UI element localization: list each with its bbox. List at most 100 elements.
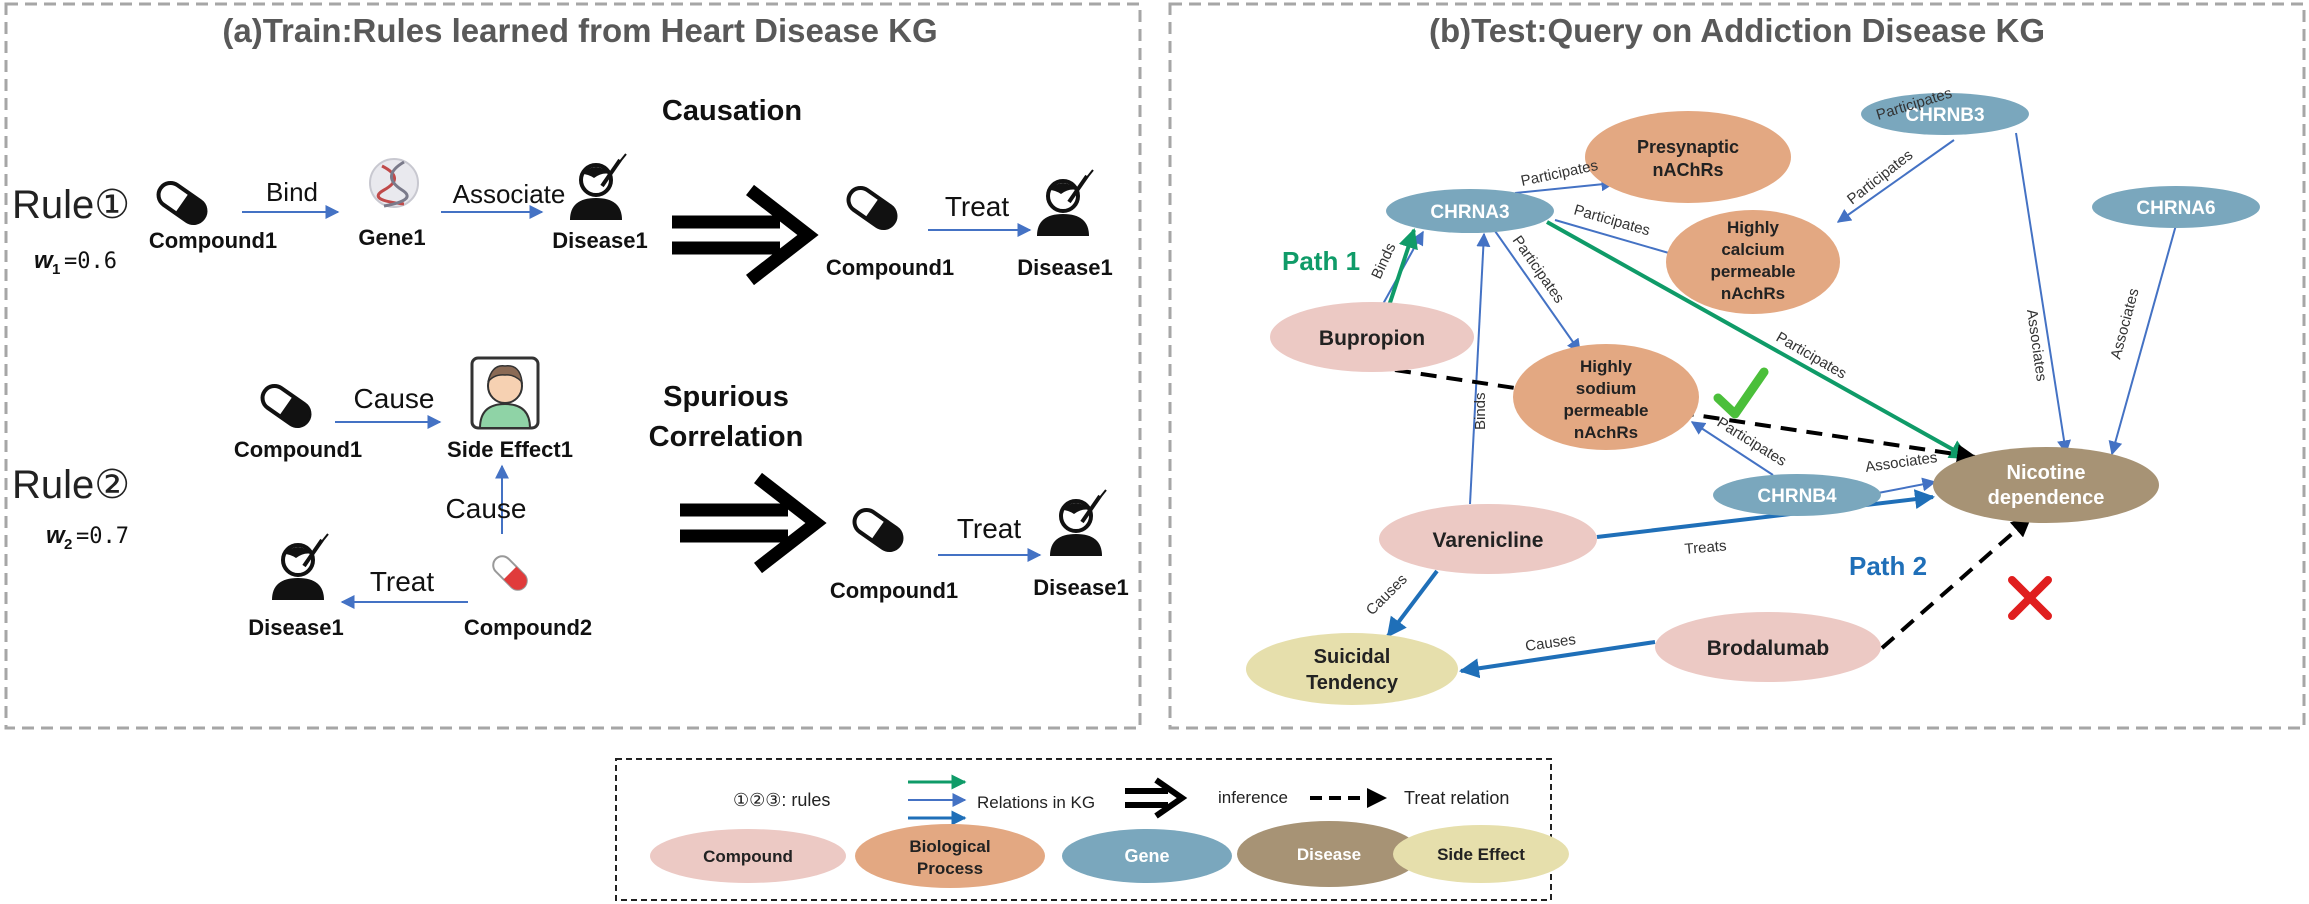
label-associates-chrna6: Associates [2107,287,2142,361]
edge-chrnb4-sodium [1690,421,1774,476]
edge-chrna3-sodium [1494,230,1581,354]
doctor-icon [270,532,330,602]
label-causes-brodalumab: Causes [1524,631,1577,655]
legend-border [615,758,1552,901]
r1-gene-label: Gene1 [358,225,425,250]
node-suicidal-line1: Suicidal [1314,646,1391,668]
panel-a-border [4,2,1142,730]
node-chrna3-label: CHRNA3 [1430,202,1509,223]
node-chrnb3: CHRNB3 [1861,93,2029,135]
label-associates-chrnb4: Associates [1864,449,1938,476]
node-presyn-line1: Presynaptic [1637,137,1739,157]
dna-icon [369,158,419,208]
legend-inference-arrow [1125,777,1188,819]
path2-label: Path 2 [1849,551,1927,581]
r1-treat-label: Treat [945,191,1010,222]
node-suicidal-tendency: Suicidal Tendency [1246,633,1458,705]
r2-inference-arrow [680,472,827,574]
patient-icon [470,356,540,430]
edge-varenicline-chrna3-binds [1469,232,1491,505]
legend-side-effect-label: Side Effect [1437,845,1525,864]
edge-chrnb4-nicotine [1877,477,1937,494]
r2-cause-vertical-label: Cause [446,493,527,524]
rule2-label: Rule② [12,463,130,507]
edge-chrna3-presyn [1514,177,1616,194]
r1-associate-label: Associate [453,179,566,209]
edge-chrnb3-nicotine [2015,132,2071,455]
legend-side-effect: Side Effect [1393,825,1569,883]
path1-label: Path 1 [1282,246,1360,276]
label-treats-varenicline: Treats [1684,537,1727,558]
causation-label: Causation [662,95,802,127]
r2-treat-label: Treat [370,566,435,597]
label-binds-varenicline: Binds [1472,392,1489,430]
r2-out-compound-label: Compound1 [830,578,958,603]
label-participates-chrna3-calcium: Participates [1572,202,1652,240]
node-calcium-line4: nAchRs [1721,284,1785,303]
label-binds-bupropion: Binds [1368,240,1399,281]
node-nicotine-dependence: Nicotine dependence [1933,447,2159,523]
node-chrnb4: CHRNB4 [1713,474,1881,516]
rule1-weight-symbol: w [34,247,54,274]
edge-brodalumab-suicidal [1459,640,1656,679]
node-calcium-line1: Highly [1727,218,1779,237]
doctor-icon [1035,168,1095,238]
check-icon [1713,367,1769,419]
legend-gene-label: Gene [1124,846,1169,866]
node-sodium: Highly sodium permeable nAchRs [1513,344,1699,450]
edge-chrnb3-calcium [1836,139,1955,223]
spurious-label-line1: Spurious [663,381,789,413]
node-nicotine-line2: dependence [1988,487,2105,509]
doctor-icon [568,152,628,222]
node-calcium: Highly calcium permeable nAchRs [1666,210,1840,314]
legend-biological-process: Biological Process [855,824,1045,888]
node-brodalumab-label: Brodalumab [1707,637,1830,660]
node-chrnb3-label: CHRNB3 [1905,105,1984,126]
node-nicotine-line1: Nicotine [2007,462,2086,484]
r2-out-treat-label: Treat [957,513,1022,544]
pill-icon [847,503,909,557]
node-calcium-line3: permeable [1710,262,1795,281]
pill-icon [841,181,903,235]
panel-b-title: (b)Test:Query on Addiction Disease KG [1429,12,2045,49]
node-suicidal-line2: Tendency [1306,672,1399,694]
node-bupropion-label: Bupropion [1319,327,1425,350]
r1-disease-label: Disease1 [552,228,647,253]
legend-bio-line1: Biological [909,837,990,856]
node-sodium-line4: nAchRs [1574,423,1638,442]
rule2-weight-sub: 2 [64,536,72,553]
node-varenicline: Varenicline [1379,504,1597,574]
pill-icon [255,379,317,433]
r1-out-compound-label: Compound1 [826,255,954,280]
path2-varenicline-nicotine [1596,489,1935,539]
r2-compound2-label: Compound2 [464,615,592,640]
doctor-icon [1048,488,1108,558]
r2-out-disease-label: Disease1 [1033,575,1128,600]
legend-compound-label: Compound [703,847,793,866]
legend-gene: Gene [1062,829,1232,883]
rule1-label: Rule① [12,183,130,227]
panel-b-border [1168,2,2306,730]
node-sodium-line3: permeable [1563,401,1648,420]
r2-compound1-label: Compound1 [234,437,362,462]
legend-disease-label: Disease [1297,845,1361,864]
rule2-weight-value: =0.7 [76,524,129,549]
spurious-label-line2: Correlation [649,421,804,453]
legend-rules: ①②③: rules [733,790,830,810]
r1-inference-arrow [672,184,819,286]
predicted-treat-brodalumab [1880,516,2032,650]
cross-icon [2008,576,2052,620]
legend-disease: Disease [1237,821,1421,887]
legend-inference: inference [1218,788,1288,807]
node-sodium-line2: sodium [1576,379,1636,398]
legend-relations: Relations in KG [977,793,1095,812]
node-bupropion: Bupropion [1270,302,1474,372]
label-participates-chrna3-sodium: Participates [1509,233,1568,307]
rule1-weight-value: =0.6 [64,249,117,274]
path1-chrna3-nicotine [1546,220,1970,460]
panel-a-title: (a)Train:Rules learned from Heart Diseas… [222,12,937,49]
node-chrna6: CHRNA6 [2092,186,2260,228]
r2-side-effect-label: Side Effect1 [447,437,573,462]
r1-bind-label: Bind [266,177,318,207]
r1-compound-label: Compound1 [149,228,277,253]
